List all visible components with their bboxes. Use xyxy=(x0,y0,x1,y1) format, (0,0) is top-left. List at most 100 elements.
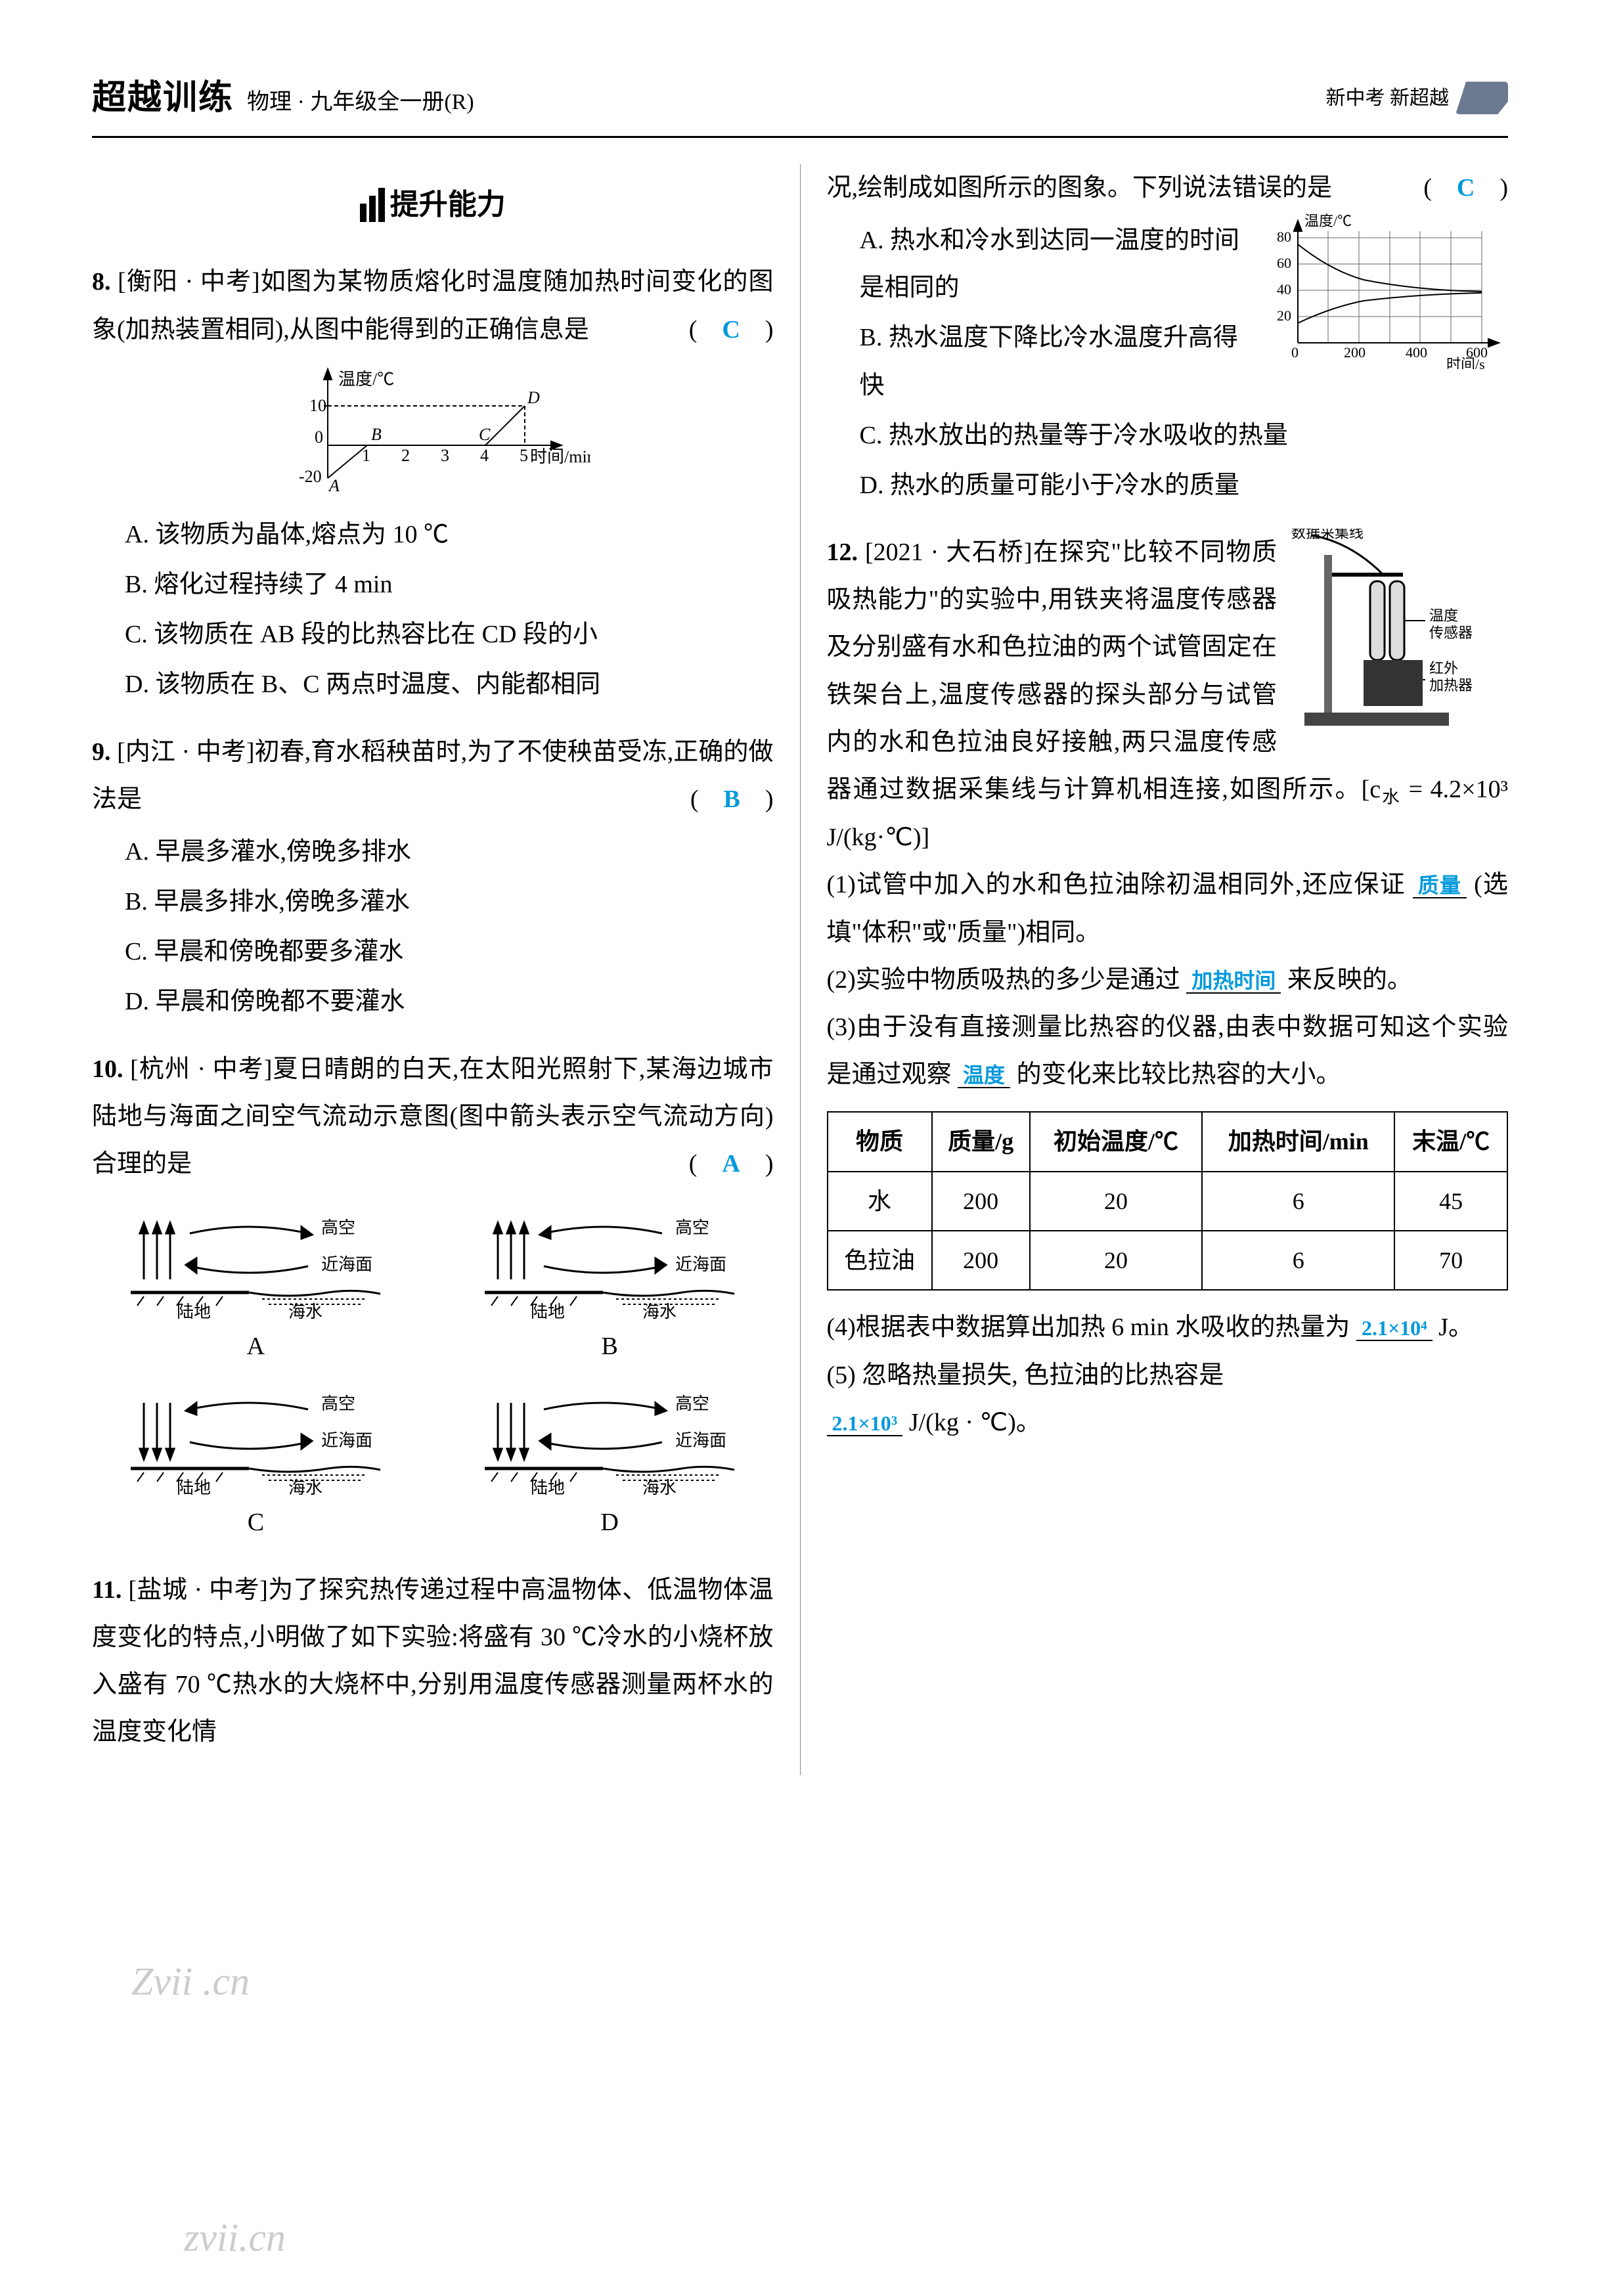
svg-text:4: 4 xyxy=(480,446,489,465)
q11-stem-a: 11. [盐城 · 中考]为了探究热传递过程中高温物体、低温物体温度变化的特点,… xyxy=(92,1566,774,1756)
q10-label-b: B xyxy=(446,1323,774,1370)
table-header-row: 物质 质量/g 初始温度/℃ 加热时间/min 末温/℃ xyxy=(828,1112,1508,1171)
q8-number: 8. xyxy=(92,268,111,296)
q8-chart: 温度/℃ 10 0 -20 12345 时间/min A B C D xyxy=(275,360,590,504)
svg-text:加热器: 加热器 xyxy=(1429,677,1473,694)
svg-text:温度/℃: 温度/℃ xyxy=(1304,213,1352,229)
svg-text:20: 20 xyxy=(1277,307,1291,324)
th-0: 物质 xyxy=(828,1112,932,1171)
q12-p5: (5) 忽略热量损失, 色拉油的比热容是 2.1×10³ J/(kg · ℃)。 xyxy=(827,1352,1509,1446)
q9-source: [内江 · 中考] xyxy=(117,738,254,766)
q9-opt-d: D. 早晨和傍晚都不要灌水 xyxy=(92,978,774,1025)
question-11a: 11. [盐城 · 中考]为了探究热传递过程中高温物体、低温物体温度变化的特点,… xyxy=(92,1566,774,1756)
q11-answer: C xyxy=(1457,174,1475,202)
q8-opt-c: C. 该物质在 AB 段的比热容比在 CD 段的小 xyxy=(92,611,774,658)
svg-text:近海面: 近海面 xyxy=(675,1255,726,1274)
svg-text:80: 80 xyxy=(1277,229,1291,245)
svg-text:200: 200 xyxy=(1344,344,1366,361)
watermark-2: zvii.cn xyxy=(184,2200,286,2275)
q8-source: [衡阳 · 中考] xyxy=(118,268,260,296)
svg-text:高空: 高空 xyxy=(675,1394,709,1413)
header-right-text: 新中考 新超越 xyxy=(1326,79,1450,117)
q12-p2: (2)实验中物质吸热的多少是通过 加热时间 来反映的。 xyxy=(827,956,1509,1004)
content-columns: 提升能力 8. [衡阳 · 中考]如图为某物质熔化时温度随加热时间变化的图象(加… xyxy=(92,164,1508,1776)
q9-stem: 9. [内江 · 中考]初春,育水稻秧苗时,为了不使秧苗受冻,正确的做法是 ( … xyxy=(92,728,774,823)
right-column: 况,绘制成如图所示的图象。下列说法错误的是 ( C ) xyxy=(827,164,1509,1776)
svg-text:高空: 高空 xyxy=(321,1218,355,1237)
svg-text:温度/℃: 温度/℃ xyxy=(338,370,394,389)
svg-text:陆地: 陆地 xyxy=(531,1478,565,1495)
svg-text:海水: 海水 xyxy=(288,1302,322,1319)
section-title-text: 提升能力 xyxy=(390,177,506,232)
q12-p3: (3)由于没有直接测量比热容的仪器,由表中数据可知这个实验是通过观察 温度 的变… xyxy=(827,1004,1509,1098)
svg-text:60: 60 xyxy=(1277,255,1291,271)
q10-fig-d: 高空近海面陆地海水 D xyxy=(446,1377,774,1546)
header-left: 超越训练 物理 · 九年级全一册(R) xyxy=(92,66,474,131)
svg-text:5: 5 xyxy=(520,446,528,465)
question-9: 9. [内江 · 中考]初春,育水稻秧苗时,为了不使秧苗受冻,正确的做法是 ( … xyxy=(92,728,774,1026)
svg-text:陆地: 陆地 xyxy=(531,1302,565,1319)
q10-fig-b: 高空近海面陆地 海水 B xyxy=(446,1201,774,1370)
svg-text:C: C xyxy=(479,425,491,444)
q10-stem: 10. [杭州 · 中考]夏日晴朗的白天,在太阳光照射下,某海边城市陆地与海面之… xyxy=(92,1046,774,1188)
q10-answer: A xyxy=(722,1150,740,1178)
svg-text:时间/min: 时间/min xyxy=(530,447,590,466)
q9-options: A. 早晨多灌水,傍晚多排水 B. 早晨多排水,傍晚多灌水 C. 早晨和傍晚都要… xyxy=(92,828,774,1026)
q12-number: 12. xyxy=(827,539,858,566)
svg-text:时间/s: 时间/s xyxy=(1446,356,1485,369)
svg-text:红外: 红外 xyxy=(1429,660,1458,676)
svg-text:0: 0 xyxy=(315,428,323,447)
svg-text:陆地: 陆地 xyxy=(177,1478,211,1495)
brand-title: 超越训练 xyxy=(92,66,234,131)
q8-stem: 8. [衡阳 · 中考]如图为某物质熔化时温度随加热时间变化的图象(加热装置相同… xyxy=(92,258,774,353)
header-right: 新中考 新超越 xyxy=(1326,79,1509,117)
svg-text:海水: 海水 xyxy=(642,1302,677,1319)
q12-blank-4: 2.1×10⁴ xyxy=(1356,1316,1433,1341)
q8-options: A. 该物质为晶体,熔点为 10 ℃ B. 熔化过程持续了 4 min C. 该… xyxy=(92,511,774,709)
q10-label-c: C xyxy=(92,1499,420,1546)
svg-text:2: 2 xyxy=(401,446,410,465)
svg-text:D: D xyxy=(527,388,540,407)
q10-label-a: A xyxy=(92,1323,420,1370)
svg-text:传感器: 传感器 xyxy=(1429,625,1473,641)
q9-opt-b: B. 早晨多排水,傍晚多灌水 xyxy=(92,878,774,925)
q12-p1: (1)试管中加入的水和色拉油除初温相同外,还应保证 质量 (选填"体积"或"质量… xyxy=(827,861,1509,956)
question-12: 数据采集线 温度传感器 红外加热器 12. [2021 · 大石桥]在探究"比较… xyxy=(827,529,1509,1446)
svg-text:B: B xyxy=(371,425,382,444)
bars-icon xyxy=(360,188,385,222)
svg-text:数据采集线: 数据采集线 xyxy=(1291,529,1364,541)
q9-number: 9. xyxy=(92,738,111,766)
question-11b: 况,绘制成如图所示的图象。下列说法错误的是 ( C ) xyxy=(827,164,1509,509)
svg-text:0: 0 xyxy=(1291,344,1299,361)
svg-text:-20: -20 xyxy=(299,467,322,486)
svg-text:400: 400 xyxy=(1406,344,1427,361)
page-header: 超越训练 物理 · 九年级全一册(R) 新中考 新超越 xyxy=(92,66,1508,138)
q11-stem-b: 况,绘制成如图所示的图象。下列说法错误的是 ( C ) xyxy=(827,164,1509,211)
svg-text:近海面: 近海面 xyxy=(675,1431,726,1450)
svg-text:10: 10 xyxy=(309,396,326,415)
th-1: 质量/g xyxy=(932,1112,1030,1171)
q12-blank-1: 质量 xyxy=(1413,873,1467,898)
q12-sub: 水 xyxy=(1381,787,1401,807)
table-row: 色拉油 200 20 6 70 xyxy=(828,1231,1508,1290)
q11-number: 11. xyxy=(92,1576,122,1604)
svg-text:陆地: 陆地 xyxy=(177,1302,211,1319)
svg-text:温度: 温度 xyxy=(1429,607,1458,624)
q11-opt-d: D. 热水的质量可能小于冷水的质量 xyxy=(827,462,1509,509)
q9-opt-a: A. 早晨多灌水,傍晚多排水 xyxy=(92,828,774,875)
q9-opt-c: C. 早晨和傍晚都要多灌水 xyxy=(92,928,774,975)
svg-text:A: A xyxy=(328,476,340,495)
question-10: 10. [杭州 · 中考]夏日晴朗的白天,在太阳光照射下,某海边城市陆地与海面之… xyxy=(92,1046,774,1547)
q12-p4: (4)根据表中数据算出加热 6 min 水吸收的热量为 2.1×10⁴ J。 xyxy=(827,1304,1509,1351)
q11-text-b: 况,绘制成如图所示的图象。下列说法错误的是 xyxy=(827,174,1333,202)
q12-source: [2021 · 大石桥] xyxy=(865,539,1032,566)
svg-text:高空: 高空 xyxy=(675,1218,709,1237)
q10-fig-a: 高空近海面陆地海水 A xyxy=(92,1201,420,1370)
q10-fig-c: 高空近海面陆地海水 C xyxy=(92,1377,420,1546)
q12-blank-3: 温度 xyxy=(958,1063,1010,1088)
q12-table: 物质 质量/g 初始温度/℃ 加热时间/min 末温/℃ 水 200 20 6 … xyxy=(827,1111,1509,1291)
arrow-icon xyxy=(1456,81,1508,114)
q8-opt-b: B. 熔化过程持续了 4 min xyxy=(92,561,774,608)
header-subtitle: 物理 · 九年级全一册(R) xyxy=(247,81,474,124)
q12-blank-2: 加热时间 xyxy=(1186,969,1281,994)
